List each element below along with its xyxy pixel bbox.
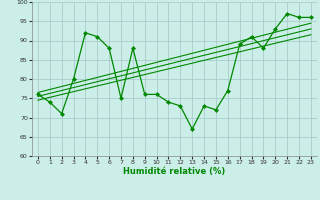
X-axis label: Humidité relative (%): Humidité relative (%) xyxy=(123,167,226,176)
